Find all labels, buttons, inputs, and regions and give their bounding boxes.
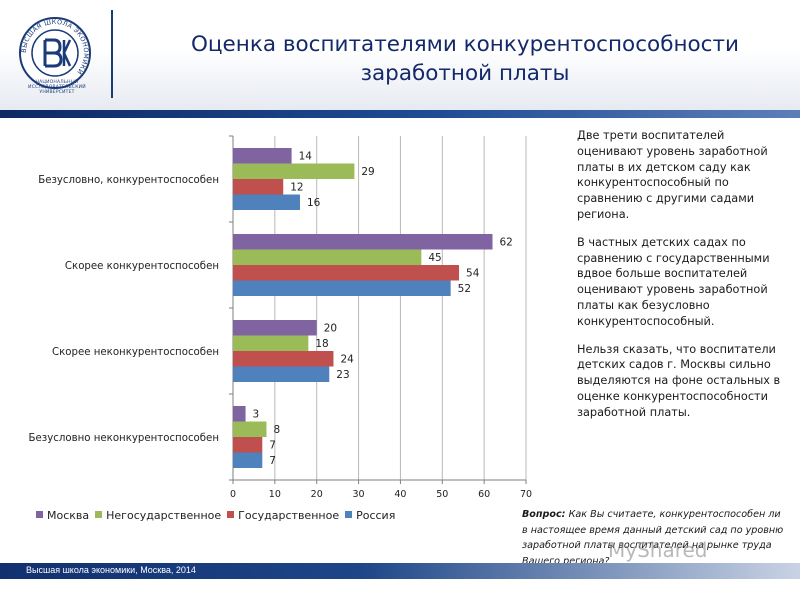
title-line-1: Оценка воспитателями конкурентоспособнос… <box>191 32 739 57</box>
data-label: 8 <box>273 424 280 436</box>
data-label: 54 <box>466 267 480 279</box>
category-label: Безусловно, конкурентоспособен <box>38 175 219 186</box>
data-label: 7 <box>269 455 276 467</box>
legend-swatch <box>227 511 235 518</box>
x-tick-label: 60 <box>478 489 490 500</box>
bar-chart: 0 10 20 30 40 50 60 70 14 29 12 16 Безусловно, конку… <box>29 135 532 500</box>
bar <box>233 366 330 382</box>
legend-swatch <box>36 511 43 518</box>
survey-question: Вопрос: Как Вы считаете, конкурентоспосо… <box>522 507 784 569</box>
data-label: 14 <box>299 150 313 162</box>
bar <box>233 437 263 453</box>
bar <box>233 163 355 179</box>
bar <box>233 406 246 422</box>
data-label: 24 <box>340 353 354 365</box>
bar <box>233 452 263 468</box>
slide-footer: Высшая школа экономики, Москва, 2014 <box>0 563 800 579</box>
bar <box>233 194 300 210</box>
bar <box>233 351 334 367</box>
data-label: 45 <box>428 252 441 264</box>
bar <box>233 335 309 351</box>
legend-swatch <box>345 511 353 518</box>
commentary-paragraph-1: Две трети воспитателей оценивают уровень… <box>577 129 768 221</box>
data-label: 18 <box>315 338 328 350</box>
bar <box>233 148 292 164</box>
legend-item: Москва <box>36 509 89 522</box>
legend-label: Государственное <box>238 509 340 522</box>
bar <box>233 249 422 265</box>
data-label: 12 <box>290 181 303 193</box>
x-tick-label: 30 <box>353 489 365 500</box>
data-label: 16 <box>307 197 321 209</box>
legend-label: Москва <box>47 509 90 522</box>
x-tick-label: 40 <box>394 489 406 500</box>
question-label: Вопрос: <box>522 509 566 520</box>
x-tick-label: 70 <box>520 489 532 500</box>
logo-caption: НАЦИОНАЛЬНЫЙ ИССЛЕДОВАТЕЛЬСКИЙ УНИВЕРСИТ… <box>28 80 86 95</box>
x-tick-label: 0 <box>230 489 236 500</box>
header-stripe <box>0 110 800 118</box>
x-tick-label: 50 <box>436 489 448 500</box>
legend-item: Государственное <box>227 509 339 522</box>
legend-label: Россия <box>356 509 396 522</box>
commentary-paragraph-3: Нельзя сказать, что воспитатели детских … <box>577 342 781 419</box>
legend-item: Негосударственное <box>95 509 221 522</box>
legend-item: Россия <box>345 509 395 522</box>
bar <box>233 265 460 281</box>
data-label: 29 <box>361 166 374 178</box>
data-label: 62 <box>500 236 513 248</box>
bar <box>233 320 317 336</box>
data-label: 23 <box>336 369 349 381</box>
data-label: 20 <box>324 322 337 334</box>
question-text: Как Вы считаете, конкурентоспособен ли в… <box>522 509 784 567</box>
data-label: 7 <box>269 439 276 451</box>
x-tick-label: 10 <box>269 489 281 500</box>
category-label: Безусловно неконкурентоспособен <box>29 433 219 444</box>
legend-swatch <box>95 511 103 518</box>
category-label: Скорее неконкурентоспособен <box>52 347 219 358</box>
university-logo: ВЫСШАЯ ШКОЛА ЭКОНОМИКИ <box>19 17 91 89</box>
commentary: Две трети воспитателей оценивают уровень… <box>577 128 787 433</box>
data-label: 3 <box>253 408 260 420</box>
category-label: Скорее конкурентоспособен <box>65 261 219 272</box>
bar <box>233 421 267 437</box>
title-line-2: заработной платы <box>360 61 570 86</box>
bar <box>233 179 284 195</box>
x-tick-label: 20 <box>311 489 323 500</box>
data-label: 52 <box>458 283 471 295</box>
slide-header: ВЫСШАЯ ШКОЛА ЭКОНОМИКИ НАЦИОНАЛЬНЫЙ ИССЛ… <box>0 0 800 118</box>
header-divider <box>111 10 113 98</box>
slide-title: Оценка воспитателями конкурентоспособнос… <box>150 30 780 88</box>
bar <box>233 280 451 296</box>
chart-legend: Москва Негосударственное Государственное Ро… <box>36 509 401 522</box>
watermark: MyShared <box>608 538 708 562</box>
bar <box>233 234 493 250</box>
commentary-paragraph-2: В частных детских садах по сравнению с г… <box>577 235 770 328</box>
legend-label: Негосударственное <box>106 509 222 522</box>
footer-text: Высшая школа экономики, Москва, 2014 <box>26 565 196 575</box>
